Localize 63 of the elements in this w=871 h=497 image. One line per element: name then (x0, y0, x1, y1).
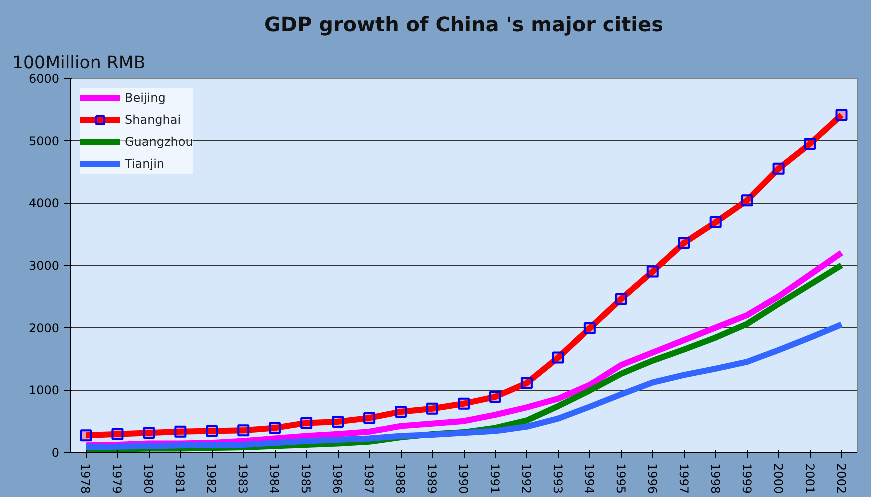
x-tick-label: 1990 (456, 464, 470, 494)
y-tick-label: 6000 (28, 72, 60, 86)
point (678, 237, 690, 250)
x-tick-label: 2000 (771, 464, 786, 494)
x-tick-label: 1980 (142, 464, 156, 494)
point (238, 424, 250, 437)
x-tick-label: 1998 (708, 464, 722, 494)
point (112, 428, 124, 440)
y-tick-label: 1000 (28, 384, 60, 398)
x-tick-label: 1986 (330, 464, 345, 494)
point (332, 416, 344, 428)
y-tick-label: 0 (52, 446, 60, 460)
x-tick-label: 1979 (110, 464, 124, 494)
x-tick-label: 2001 (802, 464, 817, 494)
y-axis-title: 100Million RMB (12, 54, 146, 74)
y-tick-label: 5000 (28, 134, 60, 148)
point (520, 377, 533, 390)
x-tick-label: 2002 (834, 464, 848, 494)
point (174, 426, 187, 438)
legend-label: Beijing (125, 91, 166, 105)
x-tick-label: 1987 (362, 464, 376, 494)
x-tick-label: 1992 (519, 464, 534, 494)
point (143, 427, 156, 440)
point (269, 422, 282, 434)
point (489, 391, 502, 404)
x-tick-label: 1989 (425, 464, 440, 494)
point (584, 322, 596, 334)
point (80, 430, 92, 442)
x-tick-label: 1981 (173, 464, 188, 494)
legend-label: Shanghai (125, 113, 182, 127)
x-tick-label: 1997 (676, 464, 691, 494)
x-tick-label: 1996 (645, 464, 660, 494)
point (772, 162, 785, 175)
point (458, 398, 470, 410)
x-tick-label: 1988 (394, 464, 408, 494)
y-tick-label: 4000 (28, 196, 60, 211)
x-tick-label: 1993 (550, 464, 565, 494)
y-tick-label: 3000 (28, 259, 60, 273)
x-tick-label: 1994 (582, 464, 596, 494)
point (300, 417, 313, 430)
point (741, 194, 754, 207)
point (206, 425, 218, 438)
chart-title: GDP growth of China 's major cities (264, 12, 664, 36)
x-tick-label: 1983 (236, 464, 250, 494)
point (395, 406, 408, 418)
y-tick-label: 2000 (28, 321, 60, 336)
x-tick-label: 1995 (614, 464, 628, 494)
point (615, 293, 628, 306)
point (804, 138, 816, 150)
x-tick-label: 1984 (268, 464, 282, 494)
point (552, 352, 564, 364)
x-tick-label: 1985 (299, 464, 314, 494)
point (426, 402, 439, 415)
point (836, 109, 848, 122)
legend-label: Tianjin (125, 157, 165, 171)
x-tick-label: 1982 (204, 464, 219, 494)
x-tick-label: 1978 (78, 464, 93, 494)
point (364, 412, 376, 424)
x-tick-label: 1991 (488, 464, 502, 494)
x-tick-label: 1999 (740, 464, 754, 494)
point (710, 216, 722, 228)
point (646, 266, 659, 278)
legend-label: Guangzhou (125, 135, 194, 149)
